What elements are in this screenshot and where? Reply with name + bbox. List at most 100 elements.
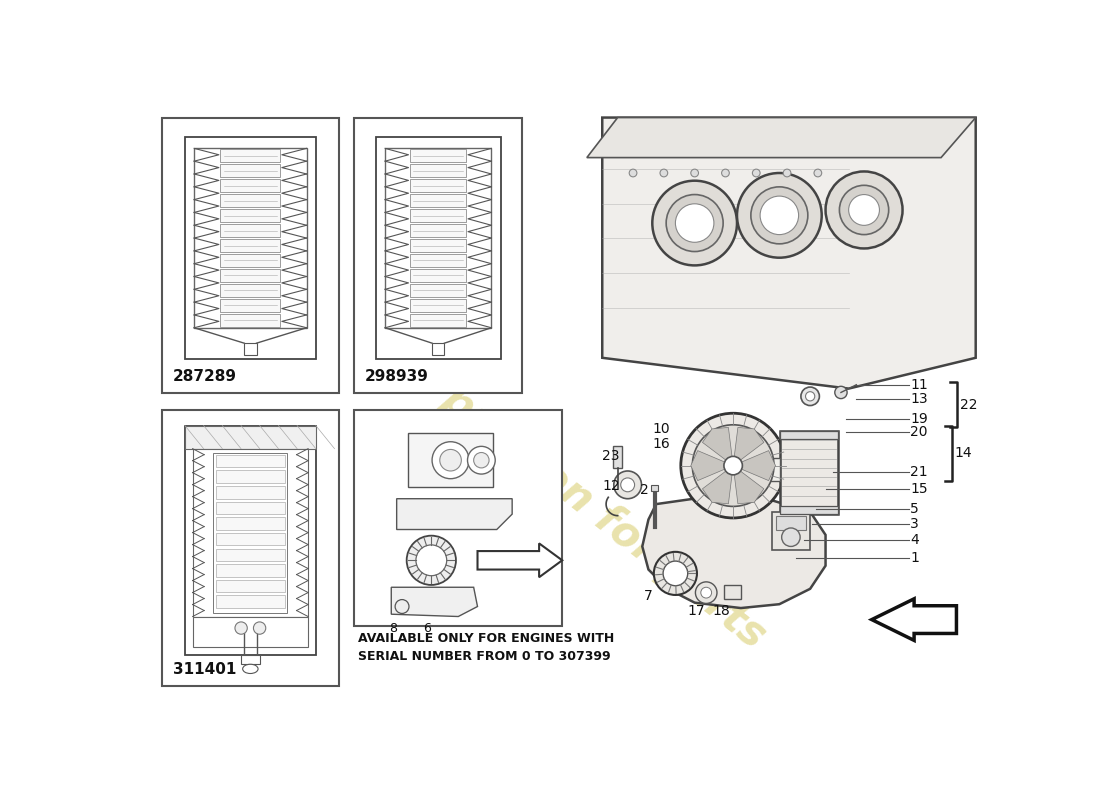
Circle shape	[849, 194, 880, 226]
Circle shape	[737, 173, 822, 258]
Polygon shape	[477, 543, 562, 578]
Circle shape	[695, 582, 717, 603]
Bar	[220, 239, 280, 252]
Polygon shape	[642, 496, 825, 608]
Bar	[613, 446, 623, 468]
Text: a passion for parts: a passion for parts	[400, 351, 773, 657]
Bar	[220, 254, 280, 267]
Bar	[410, 194, 466, 207]
Circle shape	[474, 453, 490, 468]
Text: 2: 2	[640, 483, 649, 498]
Bar	[410, 210, 466, 222]
Bar	[220, 165, 280, 177]
Bar	[432, 343, 444, 354]
Bar	[408, 434, 493, 487]
Bar	[220, 269, 280, 282]
Circle shape	[835, 386, 847, 398]
Bar	[410, 284, 466, 297]
Text: 4: 4	[911, 533, 918, 546]
Circle shape	[675, 204, 714, 242]
Bar	[192, 449, 308, 617]
Bar	[724, 585, 741, 599]
Bar	[216, 502, 285, 514]
Bar	[213, 453, 287, 613]
Circle shape	[235, 622, 248, 634]
Bar	[410, 269, 466, 282]
Circle shape	[440, 450, 461, 471]
Bar	[185, 426, 316, 655]
Circle shape	[724, 456, 743, 475]
Text: 3: 3	[911, 517, 918, 531]
Circle shape	[751, 187, 807, 244]
Bar	[410, 299, 466, 312]
Bar	[216, 533, 285, 546]
Polygon shape	[392, 587, 477, 617]
Text: 287289: 287289	[173, 369, 236, 384]
Polygon shape	[733, 427, 763, 466]
Polygon shape	[703, 466, 733, 504]
Circle shape	[407, 536, 455, 585]
Text: 16: 16	[652, 437, 670, 451]
Circle shape	[692, 425, 774, 506]
Text: 311401: 311401	[173, 662, 236, 677]
Circle shape	[660, 169, 668, 177]
Bar	[162, 410, 339, 686]
Bar	[185, 137, 316, 358]
Bar	[216, 518, 285, 530]
Text: 20: 20	[911, 426, 927, 439]
Bar	[216, 549, 285, 561]
Bar	[410, 314, 466, 326]
Text: 6: 6	[424, 622, 431, 635]
Bar	[241, 655, 260, 664]
Bar	[244, 343, 256, 354]
Bar	[220, 284, 280, 297]
Text: AVAILABLE ONLY FOR ENGINES WITH
SERIAL NUMBER FROM 0 TO 307399: AVAILABLE ONLY FOR ENGINES WITH SERIAL N…	[359, 632, 615, 663]
Circle shape	[722, 169, 729, 177]
Bar	[780, 506, 838, 514]
Bar	[410, 150, 466, 162]
Bar	[780, 431, 838, 514]
Circle shape	[395, 599, 409, 614]
Circle shape	[620, 478, 635, 492]
Circle shape	[432, 442, 469, 478]
Bar	[216, 595, 285, 608]
Bar	[195, 148, 307, 328]
Bar	[216, 580, 285, 592]
Bar	[410, 239, 466, 252]
Text: 5: 5	[911, 502, 918, 517]
Circle shape	[653, 552, 697, 595]
Bar	[216, 455, 285, 467]
Bar	[385, 148, 492, 328]
Text: 22: 22	[960, 398, 978, 412]
Polygon shape	[733, 466, 763, 504]
Circle shape	[691, 169, 698, 177]
Text: 12: 12	[603, 479, 620, 494]
Polygon shape	[733, 450, 775, 481]
Polygon shape	[691, 450, 733, 481]
Bar	[651, 485, 659, 491]
Bar	[220, 299, 280, 312]
Text: 7: 7	[644, 590, 652, 603]
Bar	[354, 118, 522, 394]
Bar	[216, 470, 285, 483]
Text: 8: 8	[388, 622, 397, 635]
Text: 21: 21	[911, 465, 928, 478]
Circle shape	[783, 169, 791, 177]
Bar	[776, 516, 806, 530]
Circle shape	[814, 169, 822, 177]
Bar	[354, 410, 562, 626]
Ellipse shape	[243, 664, 258, 674]
Bar	[220, 150, 280, 162]
Text: 298939: 298939	[365, 369, 429, 384]
Circle shape	[416, 545, 447, 576]
Bar	[376, 137, 500, 358]
Text: 18: 18	[713, 604, 730, 618]
Circle shape	[801, 387, 820, 406]
Bar	[162, 118, 339, 394]
Circle shape	[782, 528, 800, 546]
Bar	[220, 194, 280, 207]
Circle shape	[468, 446, 495, 474]
Circle shape	[629, 169, 637, 177]
Bar	[185, 426, 316, 449]
Polygon shape	[397, 498, 513, 530]
